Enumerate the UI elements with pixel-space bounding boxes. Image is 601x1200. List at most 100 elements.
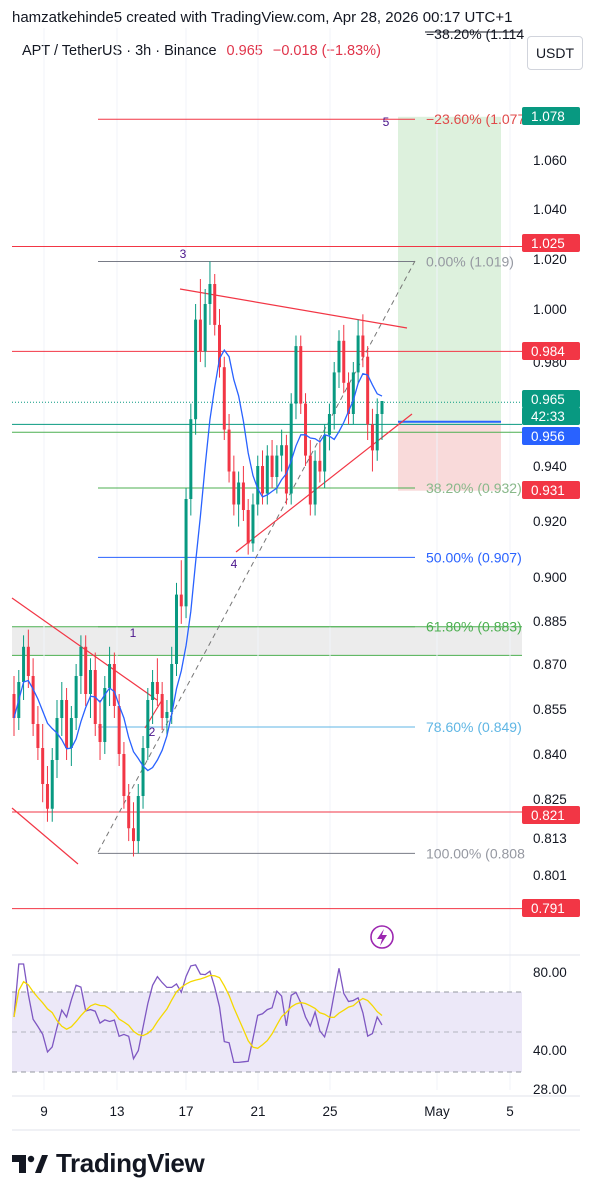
price-label-box xyxy=(522,806,580,824)
candle-body xyxy=(108,664,112,688)
candle-body xyxy=(155,682,159,694)
candle-body xyxy=(304,403,308,456)
price-axis-tick: 1.000 xyxy=(533,302,567,317)
price-label-box xyxy=(522,407,580,425)
candle-body xyxy=(79,646,83,676)
candle-body xyxy=(280,445,284,456)
price-axis-tick: 0.920 xyxy=(533,514,567,529)
price-label-text: 0.965 xyxy=(531,392,565,407)
candle-body xyxy=(60,700,64,718)
candle-body xyxy=(261,466,265,494)
fib-label: 38.20% (0.932) xyxy=(426,480,522,496)
candle-body xyxy=(45,784,49,809)
price-chart[interactable]: −38.20% (1.114 −23.60% (1.077 0.00% (1.019… xyxy=(0,0,601,1140)
candle-body xyxy=(69,718,73,748)
triangle-bottom xyxy=(235,413,413,553)
tradingview-wordmark: TradingView xyxy=(56,1148,205,1178)
channel-bottom xyxy=(11,807,79,865)
candle-body xyxy=(332,372,336,414)
wave-label: 4 xyxy=(231,557,238,571)
candle-body xyxy=(26,646,30,676)
candle-body xyxy=(103,688,107,742)
price-axis-tick: 1.060 xyxy=(533,153,567,168)
price-label-text: 0.984 xyxy=(531,344,565,359)
wave-label: 5 xyxy=(383,115,390,129)
time-axis-tick: 17 xyxy=(178,1104,193,1119)
candle-body xyxy=(380,401,384,414)
candle-body xyxy=(117,706,121,754)
candle-body xyxy=(65,700,69,748)
candle-body xyxy=(127,796,131,829)
candle-body xyxy=(88,670,92,694)
candle-body xyxy=(112,664,116,706)
lightning-icon-bolt xyxy=(377,929,387,946)
candle-body xyxy=(323,434,327,472)
symbol-header: APT / TetherUS · 3h · Binance 0.965 −0.0… xyxy=(22,43,381,59)
candle-body xyxy=(41,748,45,784)
price-label-text: 0.791 xyxy=(531,901,565,916)
price-change: −0.018 (−1.83%) xyxy=(272,43,381,59)
time-axis-tick: 25 xyxy=(322,1104,337,1119)
candle-body xyxy=(151,682,155,700)
candle-body xyxy=(122,754,126,796)
price-axis-tick: 0.825 xyxy=(533,792,567,807)
time-axis-tick: May xyxy=(424,1104,450,1119)
currency-selector[interactable]: USDT xyxy=(527,36,583,70)
candle-body xyxy=(361,335,365,357)
time-axis-tick: 21 xyxy=(250,1104,265,1119)
price-axis-tick: 1.040 xyxy=(533,202,567,217)
price-axis-tick: 1.020 xyxy=(533,252,567,267)
candle-body xyxy=(189,419,193,499)
candle-body xyxy=(218,324,222,368)
price-label-text: 0.956 xyxy=(531,429,565,444)
candle-body xyxy=(198,319,202,352)
last-price: 0.965 xyxy=(226,43,263,59)
rsi-ma-line xyxy=(13,974,383,1050)
candle-body xyxy=(366,356,370,425)
candle-body xyxy=(160,694,164,718)
wave-label: 1 xyxy=(130,626,137,640)
candle-body xyxy=(141,748,145,796)
time-axis-tick: 9 xyxy=(40,1104,48,1119)
candle-body xyxy=(222,367,226,430)
candle-body xyxy=(84,646,88,694)
candle-body xyxy=(74,676,78,718)
price-axis-tick: 0.885 xyxy=(533,614,567,629)
candle-body xyxy=(337,340,341,373)
fib-label: 50.00% (0.907) xyxy=(426,549,522,565)
symbol-info: APT / TetherUS · 3h · Binance xyxy=(22,43,217,59)
price-label-box xyxy=(522,107,580,125)
price-label-text: 1.025 xyxy=(531,236,565,251)
candle-body xyxy=(342,340,346,383)
time-axis-tick: 13 xyxy=(109,1104,124,1119)
candle-body xyxy=(194,319,198,420)
lightning-icon[interactable] xyxy=(370,925,394,949)
candle-body xyxy=(12,694,16,718)
candle-body xyxy=(275,455,279,477)
candle-body xyxy=(36,724,40,748)
fib-label: 0.00% (1.019) xyxy=(426,254,514,270)
candle-body xyxy=(22,646,26,682)
candle-body xyxy=(55,718,59,760)
tradingview-logo-icon xyxy=(12,1154,48,1173)
candle-body xyxy=(237,482,241,505)
moving-average-line xyxy=(13,348,383,772)
candle-body xyxy=(232,471,236,505)
wave-label: 2 xyxy=(149,725,156,739)
candle-body xyxy=(203,304,207,352)
candle-body xyxy=(136,796,140,842)
candle-body xyxy=(213,284,217,325)
stop-zone xyxy=(398,424,501,491)
candle-body xyxy=(318,460,322,472)
price-axis-tick: 0.801 xyxy=(533,868,567,883)
candle-body xyxy=(284,445,288,494)
candle-body xyxy=(270,455,274,477)
price-label-box xyxy=(522,234,580,252)
fib-label: −38.20% (1.114 xyxy=(426,26,524,42)
candle-body xyxy=(289,403,293,494)
price-label-box xyxy=(522,481,580,499)
fib-label: 100.00% (0.808 xyxy=(426,845,525,861)
price-label-box xyxy=(522,899,580,917)
candle-body xyxy=(375,414,379,451)
price-label-text: 0.931 xyxy=(531,483,565,498)
